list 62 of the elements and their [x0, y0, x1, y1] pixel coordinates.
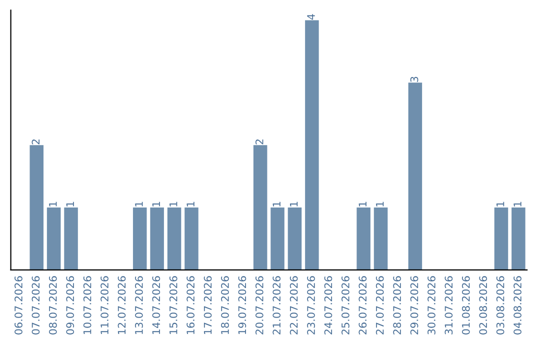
data-label: 1	[290, 202, 298, 206]
bar	[46, 208, 61, 270]
x-tick-label: 07.07.2026	[32, 276, 40, 334]
data-label: 1	[272, 202, 280, 206]
x-tick-label: 21.07.2026	[272, 276, 281, 334]
x-tick-label: 29.07.2026	[410, 276, 418, 334]
data-label: 1	[170, 202, 178, 206]
x-tick-label: 28.07.2026	[393, 276, 401, 334]
data-label: 1	[376, 202, 384, 206]
bar	[132, 208, 147, 270]
bar	[150, 208, 164, 270]
bar	[408, 82, 422, 270]
x-tick-label: 27.07.2026	[376, 276, 384, 334]
x-tick-label: 11.07.2026	[100, 276, 108, 334]
x-tick-label: 06.07.2026	[14, 276, 22, 334]
x-tick-label: 20.07.2026	[255, 276, 264, 334]
data-label: 1	[496, 202, 504, 206]
data-label: 1	[358, 202, 366, 206]
x-tick-label: 19.07.2026	[238, 276, 246, 334]
data-label: 2	[255, 139, 264, 144]
x-tick-label: 01.08.2026	[462, 276, 470, 334]
bar	[512, 208, 526, 270]
data-label: 2	[32, 139, 40, 144]
x-tick-label: 09.07.2026	[66, 276, 74, 334]
bar	[356, 208, 370, 270]
x-tick-label: 17.07.2026	[204, 276, 212, 334]
x-tick-label: 23.07.2026	[307, 276, 315, 334]
bar	[288, 208, 302, 270]
data-label: 1	[66, 202, 74, 206]
x-tick-label: 22.07.2026	[290, 276, 298, 334]
x-tick-label: 10.07.2026	[83, 276, 92, 334]
bar	[374, 208, 388, 270]
bar	[64, 208, 78, 270]
x-tick-label: 15.07.2026	[169, 276, 178, 334]
bar	[305, 20, 319, 270]
x-tick-label: 08.07.2026	[48, 276, 57, 334]
bar	[494, 208, 508, 270]
data-label: 1	[186, 202, 194, 206]
data-label: 1	[152, 202, 160, 206]
data-label: 1	[514, 202, 522, 206]
data-label: 1	[49, 202, 57, 206]
data-label: 3	[410, 76, 418, 82]
bar	[184, 208, 198, 270]
x-tick-label: 25.07.2026	[342, 276, 350, 334]
x-tick-label: 13.07.2026	[135, 276, 143, 334]
x-tick-label: 30.07.2026	[428, 276, 436, 334]
x-tick-label: 18.07.2026	[221, 276, 229, 334]
bar	[30, 145, 44, 270]
bar	[253, 145, 268, 270]
data-label: 4	[307, 14, 315, 20]
bar	[167, 208, 182, 270]
bar	[270, 208, 284, 270]
x-tick-label: 02.08.2026	[479, 276, 488, 334]
data-label: 1	[135, 202, 143, 206]
x-tick-label: 12.07.2026	[118, 276, 126, 334]
x-tick-label: 14.07.2026	[152, 276, 160, 334]
x-tick-label: 24.07.2026	[324, 276, 332, 334]
x-tick-label: 03.08.2026	[496, 276, 504, 334]
x-tick-label: 04.08.2026	[514, 276, 522, 334]
x-tick-label: 16.07.2026	[186, 276, 195, 334]
x-tick-label: 26.07.2026	[358, 276, 367, 334]
x-tick-label: 31.07.2026	[444, 276, 453, 334]
